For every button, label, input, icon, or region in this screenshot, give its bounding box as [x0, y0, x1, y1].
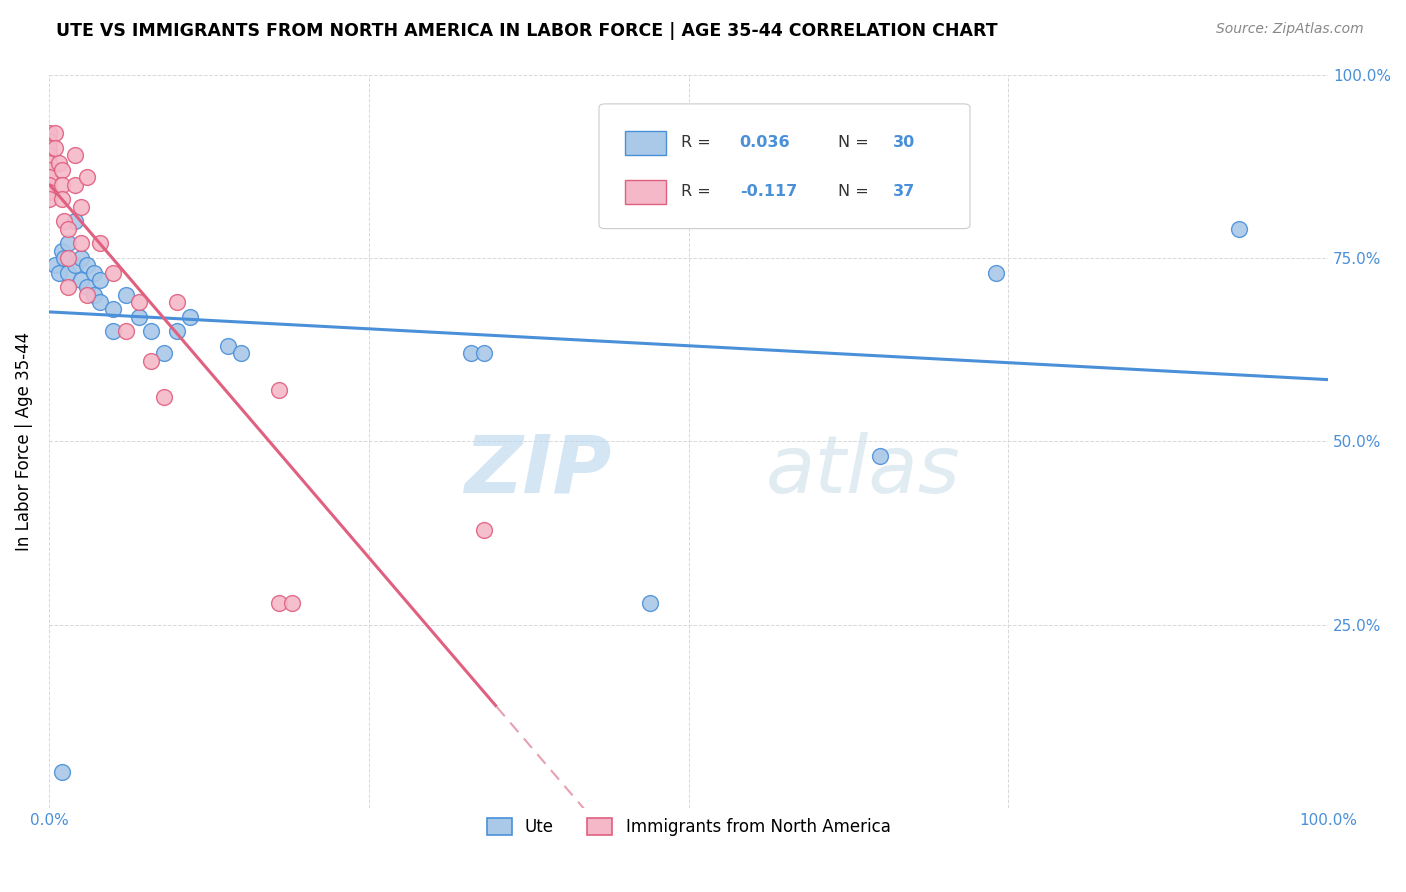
Point [166, 295, 188, 310]
Point [63, 258, 86, 272]
Text: atlas: atlas [765, 432, 960, 510]
Point [153, 346, 176, 360]
Point [38, 148, 60, 162]
Point [128, 310, 150, 324]
Point [101, 266, 124, 280]
Point [70, 200, 93, 214]
Point [51, 764, 73, 779]
Point [76, 258, 98, 272]
Point [460, 346, 482, 360]
Point [83, 287, 105, 301]
Point [83, 266, 105, 280]
Text: ZIP: ZIP [464, 432, 612, 510]
Point [89, 273, 111, 287]
Point [53, 251, 76, 265]
Point [63, 214, 86, 228]
Point [141, 325, 163, 339]
Point [56, 280, 79, 294]
Text: N =: N = [838, 136, 875, 150]
Point [217, 339, 239, 353]
Text: 30: 30 [893, 136, 915, 150]
Point [269, 596, 291, 610]
Point [638, 596, 661, 610]
Point [101, 325, 124, 339]
Point [38, 155, 60, 169]
Point [38, 178, 60, 192]
Point [229, 346, 252, 360]
Point [179, 310, 201, 324]
Point [53, 214, 76, 228]
Point [38, 126, 60, 140]
Point [38, 170, 60, 185]
Point [153, 391, 176, 405]
Point [38, 134, 60, 148]
Text: -0.117: -0.117 [740, 185, 797, 200]
Point [48, 155, 70, 169]
Legend: Ute, Immigrants from North America: Ute, Immigrants from North America [478, 809, 898, 844]
Point [38, 185, 60, 199]
FancyBboxPatch shape [599, 103, 970, 228]
Point [56, 251, 79, 265]
Point [114, 325, 136, 339]
Point [281, 596, 304, 610]
Point [51, 244, 73, 258]
Point [89, 295, 111, 310]
Text: 37: 37 [893, 185, 915, 200]
Point [472, 346, 495, 360]
Point [38, 163, 60, 178]
Point [76, 287, 98, 301]
Text: R =: R = [681, 185, 716, 200]
Point [51, 178, 73, 192]
Point [44, 126, 66, 140]
Point [869, 449, 891, 463]
Point [63, 148, 86, 162]
Point [472, 523, 495, 537]
Point [56, 236, 79, 251]
Point [114, 287, 136, 301]
Point [38, 192, 60, 206]
Point [984, 266, 1007, 280]
Point [51, 163, 73, 178]
Text: N =: N = [838, 185, 875, 200]
Point [56, 266, 79, 280]
Text: R =: R = [681, 136, 716, 150]
Point [269, 383, 291, 397]
Point [63, 178, 86, 192]
Point [128, 295, 150, 310]
Point [166, 325, 188, 339]
Y-axis label: In Labor Force | Age 35-44: In Labor Force | Age 35-44 [15, 332, 32, 551]
Point [44, 141, 66, 155]
Point [48, 266, 70, 280]
Text: UTE VS IMMIGRANTS FROM NORTH AMERICA IN LABOR FORCE | AGE 35-44 CORRELATION CHAR: UTE VS IMMIGRANTS FROM NORTH AMERICA IN … [56, 22, 998, 40]
Point [70, 273, 93, 287]
Point [141, 353, 163, 368]
Text: Source: ZipAtlas.com: Source: ZipAtlas.com [1216, 22, 1364, 37]
Point [89, 236, 111, 251]
Point [70, 236, 93, 251]
Point [51, 192, 73, 206]
Point [101, 302, 124, 317]
Point [76, 280, 98, 294]
Point [70, 251, 93, 265]
Point [44, 258, 66, 272]
Point [1227, 221, 1250, 235]
Point [76, 170, 98, 185]
Text: 0.036: 0.036 [740, 136, 790, 150]
FancyBboxPatch shape [624, 180, 665, 203]
FancyBboxPatch shape [624, 131, 665, 154]
Point [56, 221, 79, 235]
Point [38, 141, 60, 155]
